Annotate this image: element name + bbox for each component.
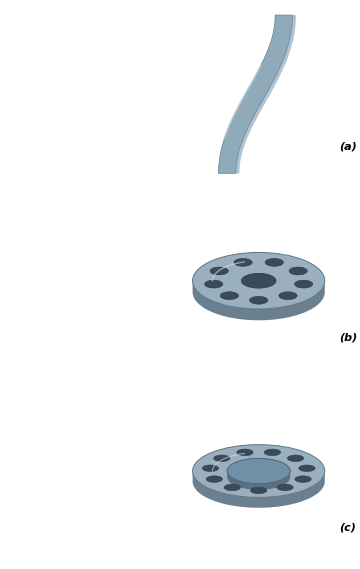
Ellipse shape: [264, 449, 280, 456]
Ellipse shape: [227, 459, 290, 484]
Polygon shape: [227, 471, 290, 490]
Ellipse shape: [289, 267, 307, 275]
Ellipse shape: [241, 273, 276, 288]
Ellipse shape: [220, 292, 238, 300]
Polygon shape: [236, 15, 296, 174]
Ellipse shape: [299, 465, 315, 472]
Ellipse shape: [204, 280, 223, 288]
Polygon shape: [193, 471, 325, 508]
Ellipse shape: [193, 444, 325, 497]
Ellipse shape: [224, 484, 240, 490]
Ellipse shape: [202, 465, 219, 472]
Ellipse shape: [206, 476, 222, 483]
Polygon shape: [193, 281, 325, 320]
Ellipse shape: [295, 476, 311, 483]
Text: (b): (b): [339, 332, 358, 343]
Ellipse shape: [277, 484, 293, 490]
Polygon shape: [219, 15, 293, 174]
Ellipse shape: [294, 280, 313, 288]
Text: (a): (a): [339, 142, 357, 152]
Ellipse shape: [193, 253, 325, 309]
Ellipse shape: [287, 455, 304, 461]
Ellipse shape: [213, 455, 230, 461]
Text: (c): (c): [339, 522, 356, 533]
Ellipse shape: [265, 258, 283, 266]
Ellipse shape: [249, 296, 268, 304]
Ellipse shape: [227, 459, 290, 484]
Ellipse shape: [234, 258, 252, 266]
Ellipse shape: [279, 292, 297, 300]
Ellipse shape: [210, 267, 228, 275]
Ellipse shape: [251, 487, 267, 494]
Ellipse shape: [237, 449, 253, 456]
